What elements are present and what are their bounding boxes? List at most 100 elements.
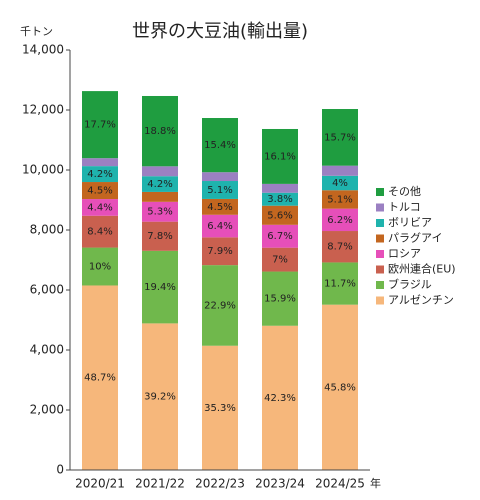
bar-segment xyxy=(262,183,298,193)
y-tick-label: 4,000 xyxy=(30,343,64,357)
bar-segment xyxy=(82,247,118,286)
segment-label: 4.2% xyxy=(87,169,112,180)
segment-label: 15.4% xyxy=(204,140,236,151)
segment-label: 6.7% xyxy=(267,231,292,242)
segment-label: 5.3% xyxy=(147,207,172,218)
bar-segment xyxy=(82,215,118,248)
bar-segment xyxy=(322,165,358,176)
bar-segment xyxy=(142,323,178,470)
segment-label: 17.7% xyxy=(84,120,116,131)
bar-segment xyxy=(262,247,298,272)
legend-label: トルコ xyxy=(388,201,421,214)
y-tick-label: 0 xyxy=(56,463,64,477)
segment-label: 22.9% xyxy=(204,300,236,311)
segment-label: 4.5% xyxy=(207,202,232,213)
bar-segment xyxy=(202,214,238,238)
legend-label: アルゼンチン xyxy=(388,294,454,307)
segment-label: 6.2% xyxy=(327,215,352,226)
bar-segment xyxy=(202,181,238,199)
legend-swatch xyxy=(376,250,384,258)
segment-label: 4.2% xyxy=(147,179,172,190)
bar-segment xyxy=(142,166,178,177)
x-unit: 年 xyxy=(370,476,381,490)
bar-segment xyxy=(82,166,118,183)
segment-label: 5.1% xyxy=(207,185,232,196)
segment-label: 15.7% xyxy=(324,132,356,143)
y-unit: 千トン xyxy=(20,25,53,38)
segment-label: 16.1% xyxy=(264,151,296,162)
legend-swatch xyxy=(376,234,384,243)
legend-swatch xyxy=(376,203,384,212)
legend-swatch xyxy=(376,188,384,196)
bar-segment xyxy=(262,192,298,206)
legend-swatch xyxy=(376,265,384,274)
bar-segment xyxy=(142,176,178,192)
segment-label: 4.5% xyxy=(87,186,112,197)
segment-label: 7% xyxy=(272,255,288,266)
bar-segment xyxy=(322,208,358,232)
segment-label: 6.4% xyxy=(207,221,232,232)
y-tick-label: 10,000 xyxy=(22,163,64,177)
bar-segment xyxy=(262,128,298,184)
bar-segment xyxy=(82,285,118,470)
segment-label: 39.2% xyxy=(144,392,176,403)
bar-segment xyxy=(322,109,358,166)
x-tick-label: 2022/23 xyxy=(195,477,245,491)
y-tick-label: 14,000 xyxy=(22,43,64,57)
legend-label: 欧州連合(EU) xyxy=(388,262,456,276)
legend-swatch xyxy=(376,281,384,289)
bar-segment xyxy=(322,262,358,305)
bar-segment xyxy=(202,345,238,470)
y-tick-label: 2,000 xyxy=(30,403,64,417)
legend-label: ロシア xyxy=(388,247,421,260)
segment-label: 42.3% xyxy=(264,393,296,404)
bar-segment xyxy=(322,175,358,191)
segment-label: 18.8% xyxy=(144,126,176,137)
segment-label: 45.8% xyxy=(324,382,356,393)
legend-label: その他 xyxy=(388,185,421,198)
segment-label: 8.7% xyxy=(327,242,352,253)
legend-swatch xyxy=(376,296,384,305)
segment-label: 4.4% xyxy=(87,202,112,213)
bar-segment xyxy=(142,95,178,167)
bar-segment xyxy=(262,271,298,326)
bar-segment xyxy=(142,191,178,202)
x-tick-label: 2020/21 xyxy=(75,477,125,491)
bar-segment xyxy=(262,224,298,248)
x-tick-label: 2021/22 xyxy=(135,477,185,491)
bar-segment xyxy=(142,250,178,324)
segment-label: 19.4% xyxy=(144,282,176,293)
segment-label: 4% xyxy=(332,178,348,189)
segment-label: 35.3% xyxy=(204,403,236,414)
bar-segment xyxy=(322,231,358,263)
segment-label: 7.8% xyxy=(147,231,172,242)
segment-label: 10% xyxy=(89,262,111,273)
segment-label: 3.8% xyxy=(267,194,292,205)
segment-label: 5.6% xyxy=(267,210,292,221)
segment-label: 5.1% xyxy=(327,194,352,205)
bar-segment xyxy=(202,265,238,346)
bar-segment xyxy=(202,198,238,215)
bar-segment xyxy=(262,205,298,225)
bar-segment xyxy=(142,201,178,222)
bar-segment xyxy=(82,91,118,159)
bar-segment xyxy=(262,325,298,470)
x-tick-label: 2024/25 xyxy=(315,477,365,491)
legend-swatch xyxy=(376,219,384,227)
segment-label: 48.7% xyxy=(84,373,116,384)
bar-segment xyxy=(202,172,238,182)
bar-segment xyxy=(142,221,178,251)
x-tick-label: 2023/24 xyxy=(255,477,305,491)
legend-label: ボリビア xyxy=(388,216,432,229)
segment-label: 11.7% xyxy=(324,279,356,290)
bar-segment xyxy=(82,199,118,216)
bar-segment xyxy=(82,182,118,200)
segment-label: 7.9% xyxy=(207,246,232,257)
legend-label: ブラジル xyxy=(388,277,432,291)
bar-segment xyxy=(202,237,238,266)
legend-label: パラグアイ xyxy=(388,231,442,245)
chart-title: 世界の大豆油(輸出量) xyxy=(132,21,308,42)
segment-label: 8.4% xyxy=(87,227,112,238)
y-tick-label: 12,000 xyxy=(22,103,64,117)
